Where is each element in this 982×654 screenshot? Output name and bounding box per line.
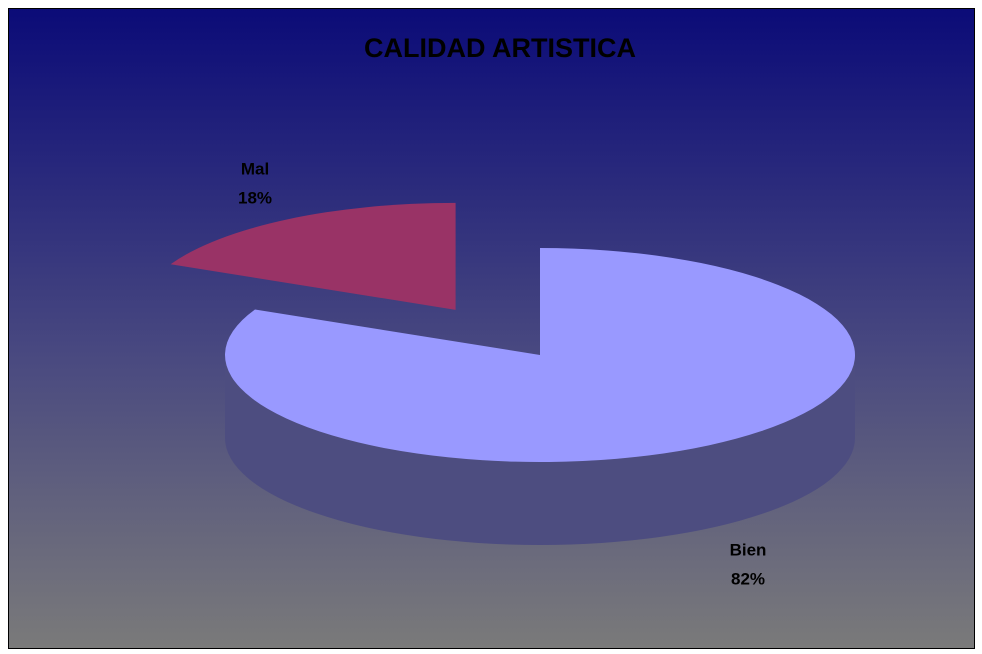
slice-side (225, 355, 855, 545)
slice-value-label: 82% (731, 569, 765, 588)
pie-slice (224, 248, 856, 462)
chart-title: CALIDAD ARTISTICA (364, 33, 636, 63)
slice-label: Mal (241, 159, 269, 178)
pie-slice (170, 202, 456, 310)
slice-value-label: 18% (238, 188, 272, 207)
slice-label: Bien (730, 540, 767, 559)
